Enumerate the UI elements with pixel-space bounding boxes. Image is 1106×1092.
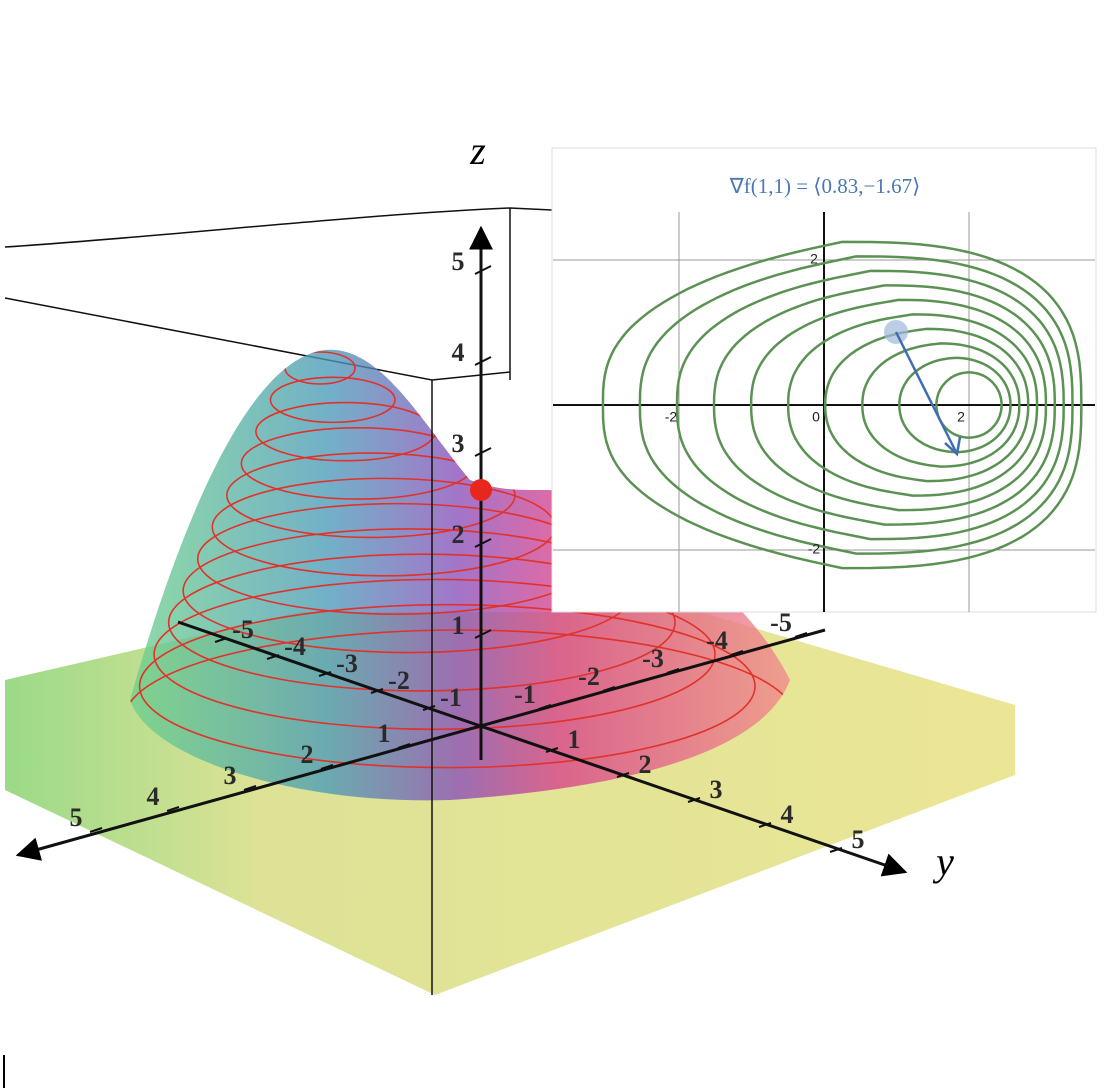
axis-tick	[166, 806, 180, 812]
axis-tick-label: 3	[710, 775, 723, 804]
surface-contour	[226, 452, 516, 539]
surface-bump	[130, 349, 790, 801]
level-curve	[935, 371, 1003, 439]
axis-tick	[687, 797, 701, 803]
axis-tick-label: -1	[440, 683, 462, 712]
tick-group: 1 2 3 4 5 -5 -4 -3 -2 -1 1 2 3 4 5 -5 -4 -3 -2 -1 1 2 3 4 5	[70, 247, 865, 854]
axis-tick	[794, 632, 808, 638]
axis-tick-label: 3	[224, 761, 237, 790]
gradient-arrow-head	[944, 436, 962, 457]
z-tick-label: 5	[452, 247, 465, 276]
level-curve	[712, 284, 1057, 526]
y-tick-label: -2	[808, 541, 821, 557]
axis-tick	[266, 654, 280, 660]
y-axis-label: y	[932, 839, 954, 884]
axis-tick-label: 2	[301, 740, 314, 769]
axis-tick	[89, 827, 103, 833]
x-tick-label: 0	[812, 409, 820, 425]
z-axis-label: z	[469, 128, 486, 173]
surface-contour	[130, 629, 790, 801]
axis-tick-label: 2	[639, 750, 652, 779]
axis-tick-label: -4	[706, 626, 728, 655]
z-tick-label: 4	[452, 338, 465, 367]
axis-tick-label: 4	[147, 782, 160, 811]
level-curve	[898, 356, 1012, 454]
level-curve	[786, 313, 1039, 497]
axis-tick	[730, 650, 744, 656]
inset-ticks: -2 0 2 2 -2	[665, 251, 965, 557]
axis-tick	[320, 764, 334, 770]
axis-tick	[545, 747, 559, 753]
axis-tick-label: 5	[70, 803, 83, 832]
axis-tick-label: -3	[642, 644, 664, 673]
z-tick-label: 3	[452, 429, 465, 458]
inset-panel: ∇f(1,1) = ⟨0.83,−1.67⟩ -2 0 2 2 -2	[551, 147, 1097, 613]
gradient-arrow	[894, 331, 959, 455]
z-tick	[474, 356, 492, 366]
z-tick	[474, 447, 492, 457]
z-tick	[474, 629, 492, 639]
z-tick-label: 2	[452, 520, 465, 549]
axis-tick	[397, 743, 411, 749]
axis-tick-label: 1	[568, 725, 581, 754]
level-curves	[601, 240, 1083, 570]
axis-tick	[318, 671, 332, 677]
axis-tick-label: 4	[781, 800, 794, 829]
z-tick	[474, 538, 492, 548]
axis-tick-label: -5	[232, 615, 254, 644]
x-tick-label: -2	[665, 409, 678, 425]
x-tick-label: 2	[957, 409, 965, 425]
axis-tick	[666, 668, 680, 674]
axis-tick	[602, 686, 616, 692]
level-curve	[861, 342, 1021, 468]
axis-tick-label: -3	[336, 649, 358, 678]
axis-tick	[829, 847, 843, 853]
axis-tick	[422, 705, 436, 711]
axis-tick	[616, 772, 630, 778]
level-curve	[749, 298, 1048, 512]
y-tick-label: 2	[810, 251, 818, 267]
axis-tick-label: -5	[770, 608, 792, 637]
axis-tick	[243, 785, 257, 791]
axis-tick	[214, 637, 228, 643]
level-curve	[601, 240, 1083, 570]
inset-title: ∇f(1,1) = ⟨0.83,−1.67⟩	[729, 174, 921, 198]
axis-tick-label: -4	[284, 632, 306, 661]
surface-contour	[269, 376, 396, 424]
axis-tick-label: 5	[852, 825, 865, 854]
level-curve	[823, 327, 1030, 483]
axis-tick-label: -1	[514, 680, 536, 709]
axis-tick	[758, 822, 772, 828]
surface-contour	[167, 553, 676, 692]
z-tick-label: 1	[452, 611, 465, 640]
surface-point	[470, 479, 492, 501]
bounding-box	[4, 207, 553, 381]
axis-tick-label: -2	[388, 666, 410, 695]
level-curve	[675, 269, 1065, 541]
surface-contour	[153, 578, 716, 731]
axis-tick	[370, 688, 384, 694]
axis-tick	[538, 704, 552, 710]
surface-contour	[138, 603, 756, 769]
axis-tick-label: 1	[378, 719, 391, 748]
axis-tick-label: -2	[578, 662, 600, 691]
level-curve	[638, 255, 1074, 555]
z-tick	[474, 265, 492, 275]
